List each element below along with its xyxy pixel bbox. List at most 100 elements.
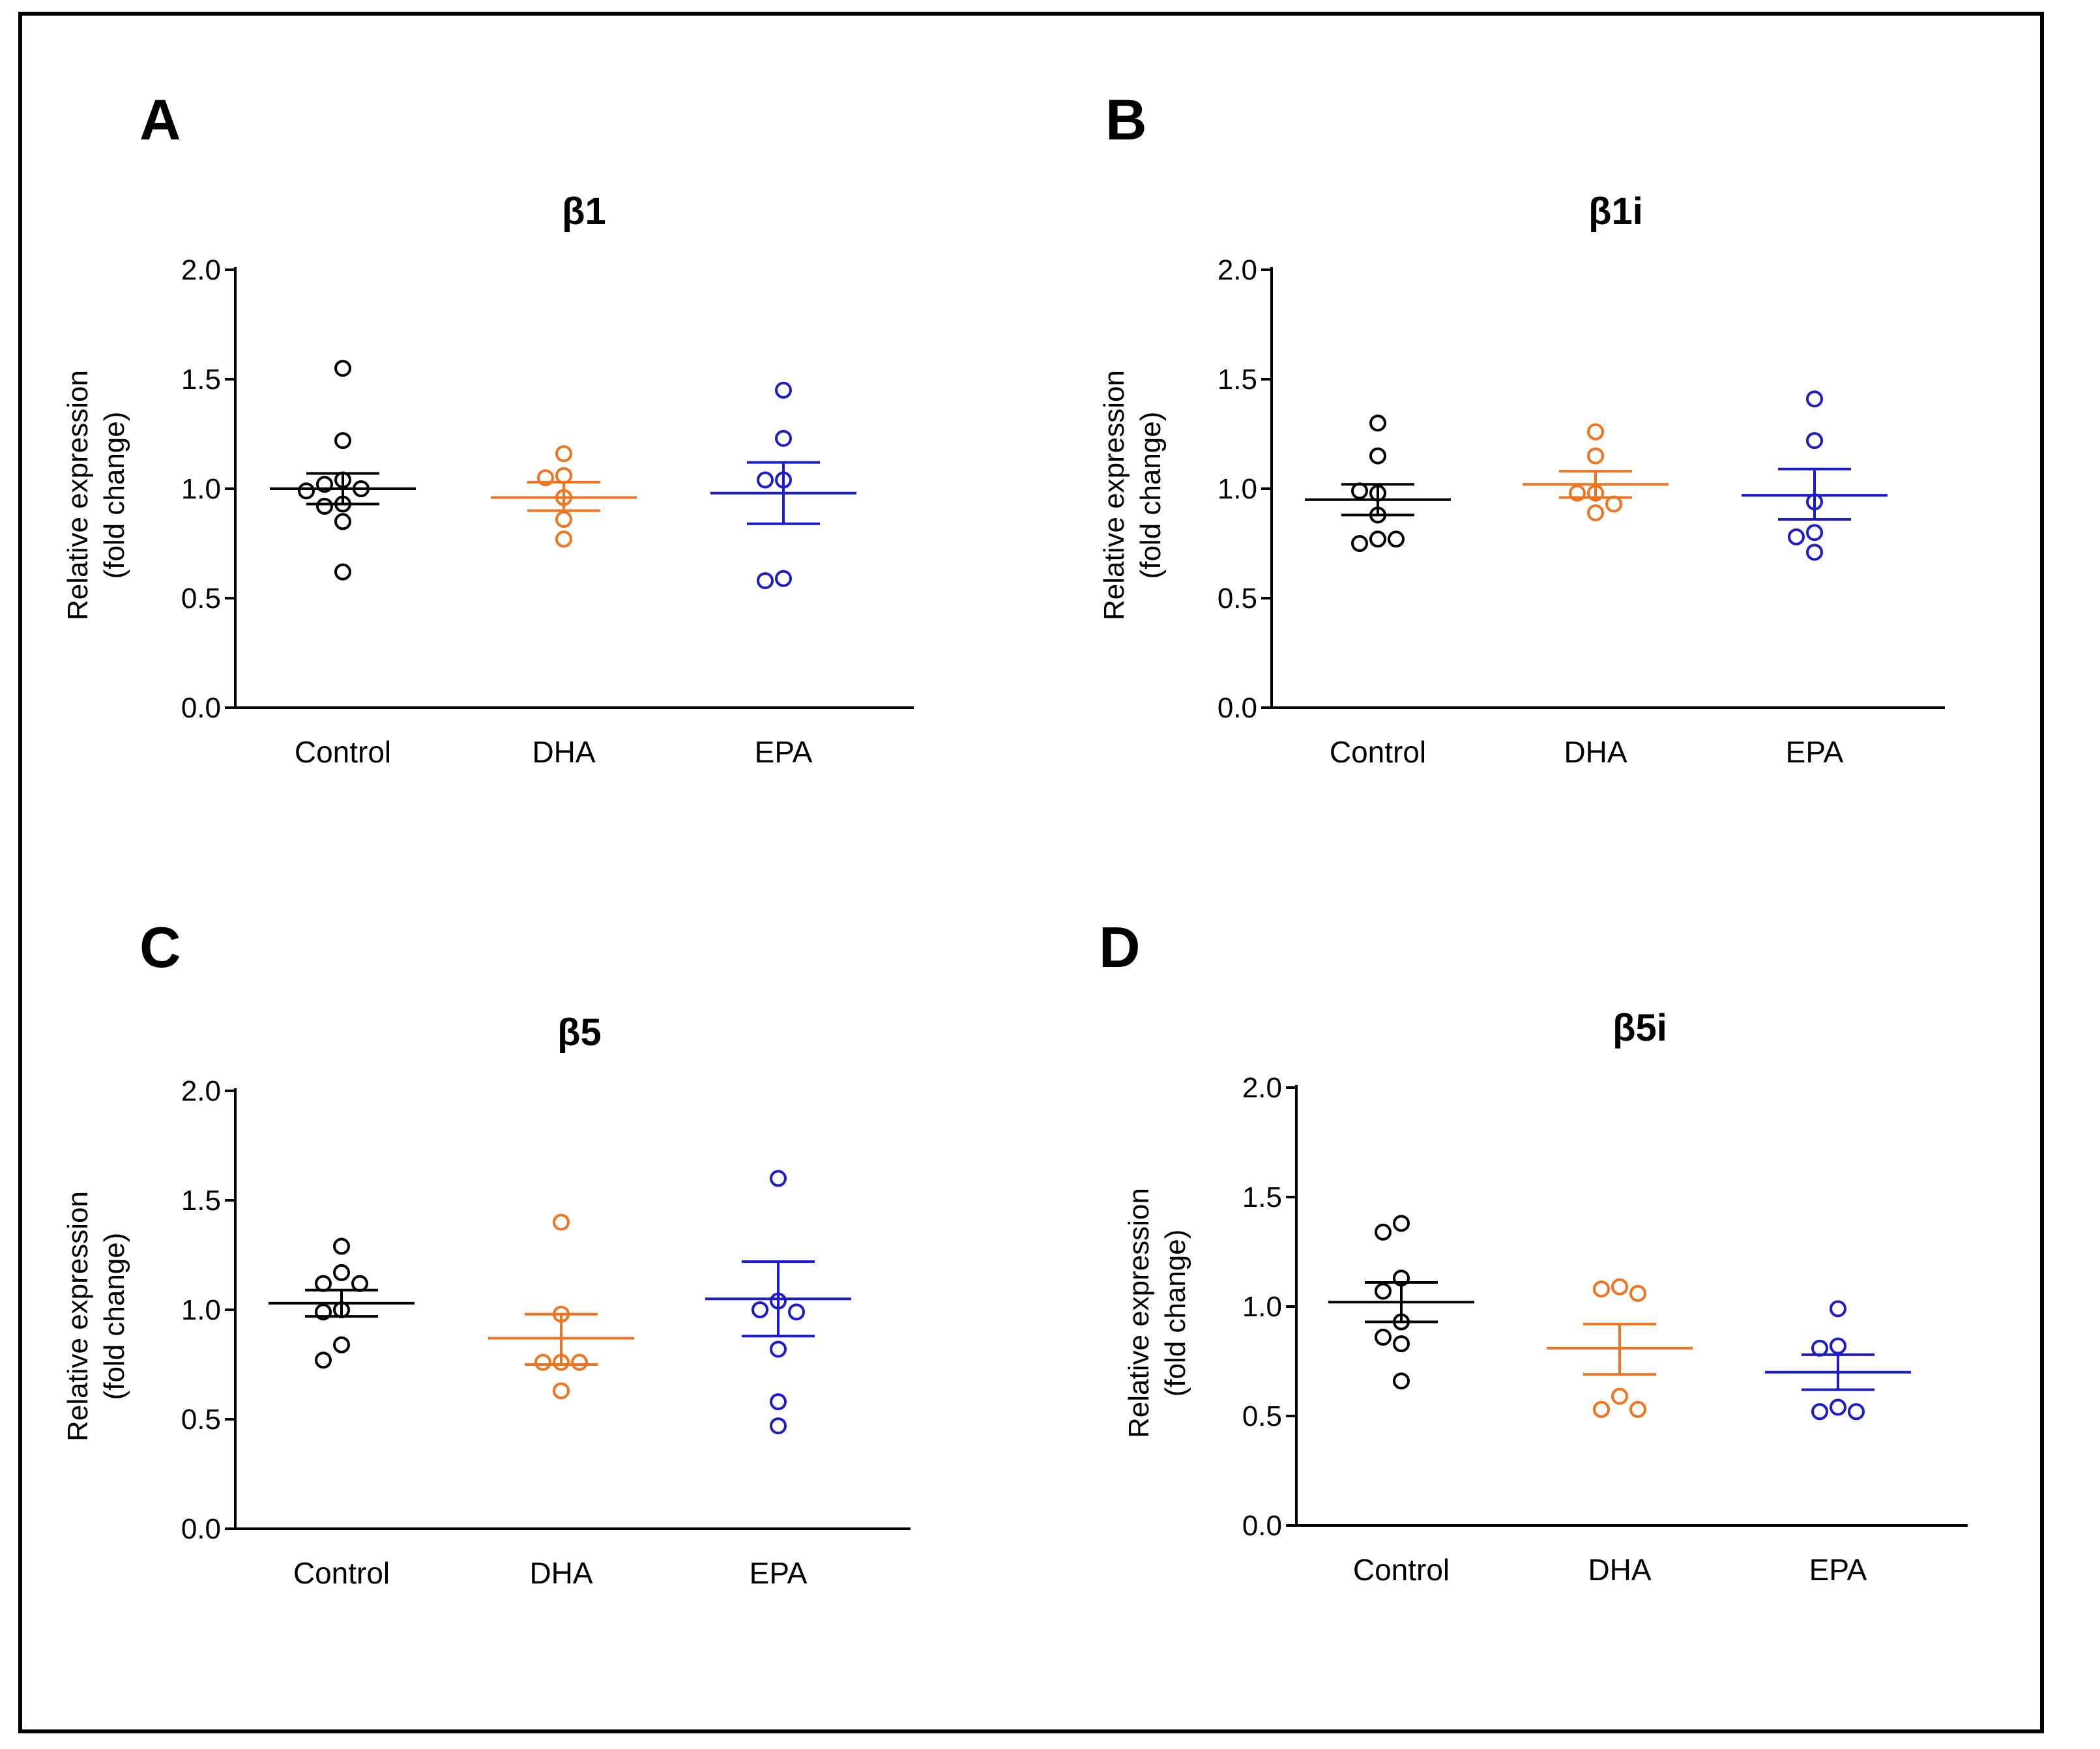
data-point	[1806, 543, 1823, 561]
y-tick-label: 1.0	[1242, 1291, 1282, 1323]
data-point	[770, 1170, 787, 1187]
y-tick-label: 0.5	[1218, 583, 1257, 614]
series-epa	[705, 1170, 851, 1435]
panel-letter: D	[1099, 915, 1141, 979]
panel-letter: B	[1105, 87, 1147, 152]
data-point	[333, 1237, 350, 1255]
y-tick-label: 2.0	[1242, 1072, 1282, 1104]
y-axis-subtitle: (fold change)	[98, 1233, 130, 1400]
data-point	[555, 467, 572, 484]
data-point	[333, 1264, 350, 1281]
data-point	[1811, 1339, 1828, 1357]
panel-title: β5i	[1612, 1007, 1667, 1049]
data-point	[333, 1336, 350, 1353]
data-point	[555, 445, 572, 463]
series-dha	[1547, 1278, 1693, 1418]
x-category-label: DHA	[1588, 1553, 1651, 1587]
x-category-label: DHA	[529, 1556, 592, 1590]
data-point	[555, 511, 572, 528]
data-point	[316, 497, 333, 515]
data-point	[1375, 1329, 1392, 1346]
data-point	[757, 471, 774, 489]
data-point	[1569, 484, 1586, 502]
y-tick-label: 0.5	[181, 583, 221, 614]
y-tick-label: 1.0	[181, 1294, 221, 1326]
y-axis-title: Relative expression	[62, 370, 94, 620]
panel-letter: A	[139, 87, 181, 152]
data-point	[770, 1393, 787, 1411]
data-point	[1629, 1284, 1646, 1302]
data-point	[1369, 447, 1386, 465]
data-point	[571, 1353, 588, 1371]
data-point	[775, 381, 792, 399]
data-point	[775, 429, 792, 447]
data-point	[1375, 1223, 1392, 1241]
data-point	[788, 1303, 805, 1321]
data-point	[1369, 414, 1386, 432]
data-point	[1605, 495, 1622, 513]
series-dha	[488, 1213, 634, 1400]
y-tick-label: 0.0	[181, 1513, 221, 1545]
x-category-label: Control	[295, 735, 391, 769]
data-point	[334, 360, 351, 377]
panel-title: β1i	[1588, 190, 1643, 233]
series-epa	[1765, 1300, 1911, 1421]
data-point	[315, 1352, 332, 1369]
y-tick-label: 2.0	[181, 1075, 221, 1107]
panel-title: β5	[557, 1011, 602, 1054]
data-point	[1806, 432, 1823, 450]
data-point	[1611, 1278, 1628, 1295]
data-point	[770, 1417, 787, 1435]
series-epa	[1742, 390, 1888, 561]
series-control	[270, 360, 416, 581]
data-point	[334, 513, 351, 530]
data-point	[1830, 1300, 1846, 1318]
data-point	[1848, 1403, 1865, 1421]
data-point	[1393, 1335, 1410, 1353]
y-tick-label: 1.0	[181, 473, 221, 505]
data-point	[351, 1275, 368, 1292]
x-category-label: Control	[1330, 735, 1426, 769]
data-point	[751, 1301, 768, 1318]
y-tick-label: 1.0	[1218, 473, 1257, 505]
data-point	[770, 1340, 787, 1358]
data-point	[1393, 1215, 1410, 1232]
y-axis-title: Relative expression	[1123, 1188, 1155, 1438]
panel-a: Aβ1 0.0 0.5 1.0 1.5 2.0 Relative expression (fo…	[62, 87, 914, 769]
data-point	[534, 1353, 551, 1371]
x-category-label: EPA	[1786, 735, 1844, 769]
data-point	[1375, 1282, 1392, 1300]
data-point	[1611, 1387, 1628, 1405]
y-axis-subtitle: (fold change)	[98, 412, 130, 579]
y-axis-title: Relative expression	[1098, 370, 1130, 620]
x-category-label: EPA	[1809, 1553, 1867, 1587]
x-category-label: Control	[1353, 1553, 1450, 1587]
data-point	[1587, 447, 1604, 465]
data-point	[1629, 1400, 1646, 1418]
y-tick-label: 1.5	[181, 1185, 221, 1217]
series-dha	[1523, 423, 1669, 521]
data-point	[1587, 423, 1604, 441]
panel-title: β1	[562, 190, 606, 233]
x-category-label: EPA	[755, 735, 813, 769]
y-tick-label: 0.0	[1242, 1510, 1282, 1542]
data-point	[1587, 504, 1604, 521]
data-point	[315, 1303, 332, 1321]
x-category-label: DHA	[532, 735, 595, 769]
data-point	[537, 469, 554, 487]
data-point	[1806, 524, 1823, 542]
y-tick-label: 0.0	[181, 692, 221, 724]
data-point	[1393, 1372, 1410, 1390]
data-point	[298, 482, 315, 500]
y-axis-title: Relative expression	[62, 1191, 94, 1441]
y-axis-subtitle: (fold change)	[1159, 1230, 1191, 1397]
data-point	[553, 1382, 570, 1400]
y-tick-label: 2.0	[181, 254, 221, 286]
data-point	[334, 563, 351, 581]
x-category-label: Control	[293, 1556, 390, 1590]
y-tick-label: 0.5	[181, 1404, 221, 1436]
